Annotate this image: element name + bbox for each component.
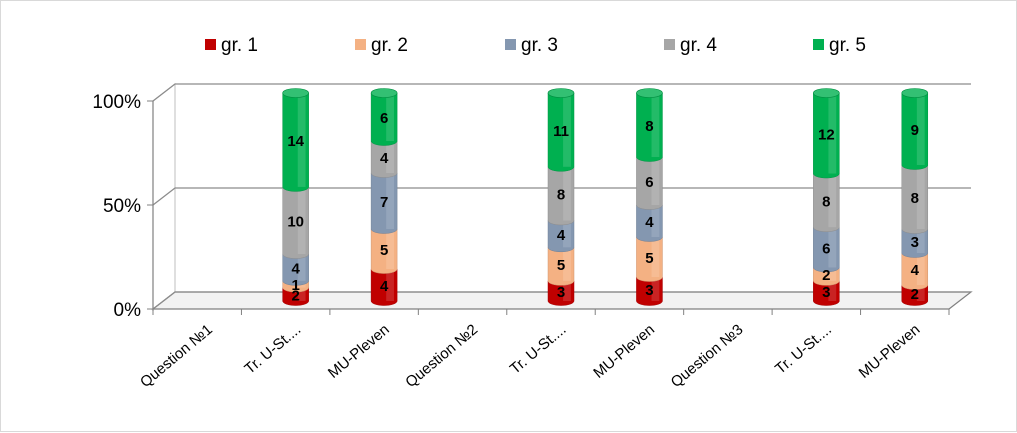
bar-highlight bbox=[386, 173, 394, 229]
data-label: 10 bbox=[287, 213, 304, 230]
x-category-label: MU-Pleven bbox=[325, 321, 393, 382]
bar-top-cap bbox=[370, 88, 398, 98]
bar-highlight bbox=[651, 205, 660, 237]
data-label: 3 bbox=[645, 282, 653, 299]
bar-highlight bbox=[386, 93, 394, 141]
x-category-label: MU-Pleven bbox=[590, 321, 658, 382]
bar-highlight bbox=[828, 267, 837, 281]
data-label: 4 bbox=[557, 227, 566, 244]
bar-highlight bbox=[828, 173, 837, 228]
data-label: 3 bbox=[557, 284, 565, 301]
gridline-50 bbox=[152, 187, 971, 206]
data-label: 4 bbox=[380, 150, 389, 167]
legend-swatch bbox=[205, 39, 216, 50]
data-label: 5 bbox=[380, 242, 388, 259]
data-label: 4 bbox=[645, 214, 654, 231]
bar-highlight bbox=[916, 93, 925, 165]
legend-swatch bbox=[664, 39, 675, 50]
x-category-label: Tr. U-St.... bbox=[507, 321, 570, 378]
data-label: 3 bbox=[911, 234, 919, 251]
data-label: 8 bbox=[822, 193, 830, 210]
bar-highlight bbox=[563, 166, 571, 221]
data-label: 6 bbox=[380, 110, 388, 127]
data-label: 6 bbox=[822, 240, 830, 257]
bar-highlight bbox=[651, 237, 660, 277]
gridlines bbox=[152, 83, 971, 310]
data-label: 4 bbox=[291, 260, 300, 277]
legend-swatch bbox=[813, 39, 824, 50]
data-label: 4 bbox=[911, 262, 920, 279]
legend-label: gr. 2 bbox=[371, 35, 408, 56]
gridline-0 bbox=[152, 291, 971, 310]
y-tick-label: 50% bbox=[103, 196, 141, 217]
data-label: 3 bbox=[822, 284, 830, 301]
data-label: 11 bbox=[553, 123, 569, 140]
x-category-label: Question №3 bbox=[668, 321, 747, 391]
bar-top-cap bbox=[282, 88, 309, 98]
x-category-label: Tr. U-St.... bbox=[772, 321, 835, 378]
x-category-label: Question №1 bbox=[137, 321, 216, 391]
bar-highlight bbox=[563, 220, 571, 248]
x-category-label: Tr. U-St.... bbox=[241, 321, 304, 378]
bar-highlight bbox=[297, 287, 306, 301]
legend: gr. 1 gr. 2 gr. 3 gr. 4 gr. 5 bbox=[205, 35, 866, 56]
bar-highlight bbox=[651, 277, 660, 301]
bar-highlight bbox=[651, 157, 660, 205]
bar-highlight bbox=[828, 227, 837, 268]
bars bbox=[282, 88, 929, 306]
bar-top-cap bbox=[813, 88, 840, 98]
bar-highlight bbox=[651, 93, 660, 157]
y-axis-ticks: 0% 50% 100% bbox=[92, 92, 154, 321]
data-label: 7 bbox=[380, 194, 388, 211]
bar-highlight bbox=[297, 186, 306, 255]
legend-swatch bbox=[505, 39, 516, 50]
bar-highlight bbox=[563, 280, 571, 301]
data-label: 5 bbox=[645, 250, 653, 267]
bar-highlight bbox=[386, 141, 394, 173]
y-tick-label: 0% bbox=[114, 300, 142, 321]
bar-highlight bbox=[916, 229, 925, 253]
bar-top-cap bbox=[901, 88, 929, 98]
bar-highlight bbox=[297, 254, 306, 281]
bar-highlight bbox=[916, 285, 925, 301]
bar-highlight bbox=[828, 93, 837, 174]
x-axis-categories: Question №1 Tr. U-St.... MU-Pleven Question… bbox=[137, 309, 950, 391]
x-category-label: MU-Pleven bbox=[856, 321, 924, 382]
data-label: 2 bbox=[822, 267, 830, 284]
bar-top-cap bbox=[636, 88, 663, 98]
data-label: 8 bbox=[557, 187, 565, 204]
x-category-label: Question №2 bbox=[402, 321, 481, 391]
data-label: 12 bbox=[818, 126, 835, 143]
bar-highlight bbox=[386, 269, 394, 301]
bar-highlight bbox=[297, 93, 306, 187]
data-label: 6 bbox=[645, 174, 653, 191]
data-label: 14 bbox=[287, 133, 304, 150]
y-tick-label: 100% bbox=[92, 92, 141, 113]
bar-highlight bbox=[828, 280, 837, 301]
data-label: 2 bbox=[291, 287, 299, 304]
bar-highlight bbox=[563, 93, 571, 167]
legend-label: gr. 5 bbox=[829, 35, 866, 56]
data-label: 8 bbox=[645, 118, 653, 135]
bar-highlight bbox=[916, 253, 925, 285]
legend-label: gr. 1 bbox=[221, 35, 258, 56]
data-label: 2 bbox=[911, 286, 919, 303]
data-label: 9 bbox=[911, 122, 919, 139]
data-label: 1 bbox=[291, 277, 299, 294]
bar-highlight bbox=[916, 165, 925, 229]
legend-swatch bbox=[355, 39, 366, 50]
bar-highlight bbox=[563, 247, 571, 281]
data-label: 4 bbox=[380, 278, 389, 295]
bar-top-cap bbox=[547, 88, 575, 98]
data-label: 8 bbox=[911, 190, 919, 207]
data-label: 5 bbox=[557, 257, 565, 274]
gridline-100 bbox=[152, 83, 971, 102]
bar-highlight bbox=[386, 229, 394, 269]
legend-label: gr. 3 bbox=[521, 35, 558, 56]
legend-label: gr. 4 bbox=[680, 35, 717, 56]
